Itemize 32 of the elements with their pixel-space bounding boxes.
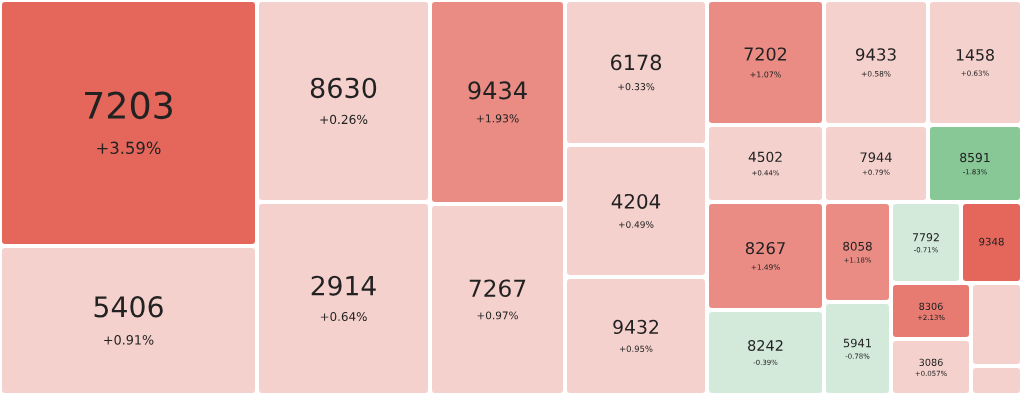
category-label: 2914	[311, 275, 376, 296]
category-label: 8630	[310, 77, 377, 99]
category-label: 9348	[979, 237, 1004, 246]
category-label: 7267	[469, 279, 526, 298]
data-label: +0.97%	[477, 311, 518, 320]
data-label: +0.64%	[320, 312, 367, 322]
data-label: +3.59%	[97, 141, 161, 155]
category-label: 7203	[85, 91, 172, 120]
category-label: 9432	[613, 319, 658, 335]
category-label: 9433	[856, 48, 896, 61]
category-label: 1458	[956, 48, 994, 61]
category-label: 5406	[94, 296, 163, 318]
data-label: +0.26%	[320, 114, 368, 125]
category-label: 8306	[919, 302, 943, 310]
category-label: 3086	[919, 358, 943, 366]
category-label: 6178	[610, 54, 662, 71]
category-label: 7792	[913, 233, 939, 242]
category-label: 7202	[744, 47, 787, 61]
category-label: 8058	[843, 241, 872, 251]
data-label: +1.93%	[476, 114, 519, 123]
category-label: 4502	[748, 151, 782, 163]
data-label: +0.95%	[619, 345, 653, 352]
data-label: +0.33%	[618, 83, 655, 91]
data-label: +0.91%	[104, 334, 154, 345]
category-label: 8242	[748, 340, 783, 351]
data-label: +0.49%	[619, 221, 654, 228]
category-label: 8591	[960, 152, 990, 163]
category-label: 7944	[860, 152, 892, 163]
category-label: 9434	[468, 81, 527, 100]
category-label: 8267	[745, 241, 785, 255]
category-label: 4204	[611, 193, 661, 209]
category-label: 5941	[843, 338, 872, 348]
